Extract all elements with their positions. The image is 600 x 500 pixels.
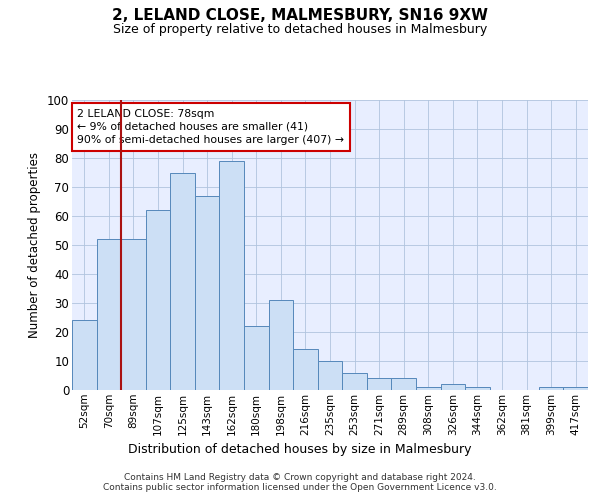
Bar [220, 161, 244, 390]
Bar [269, 300, 293, 390]
Bar [539, 387, 563, 390]
Bar [170, 172, 195, 390]
Text: 2, LELAND CLOSE, MALMESBURY, SN16 9XW: 2, LELAND CLOSE, MALMESBURY, SN16 9XW [112, 8, 488, 22]
Bar [293, 350, 318, 390]
Bar [563, 387, 588, 390]
Bar [440, 384, 465, 390]
Text: Contains HM Land Registry data © Crown copyright and database right 2024.: Contains HM Land Registry data © Crown c… [124, 472, 476, 482]
Bar [465, 387, 490, 390]
Text: Contains public sector information licensed under the Open Government Licence v3: Contains public sector information licen… [103, 482, 497, 492]
Bar [244, 326, 269, 390]
Bar [416, 387, 440, 390]
Text: 2 LELAND CLOSE: 78sqm
← 9% of detached houses are smaller (41)
90% of semi-detac: 2 LELAND CLOSE: 78sqm ← 9% of detached h… [77, 108, 344, 145]
Bar [72, 320, 97, 390]
Text: Distribution of detached houses by size in Malmesbury: Distribution of detached houses by size … [128, 442, 472, 456]
Y-axis label: Number of detached properties: Number of detached properties [28, 152, 41, 338]
Bar [121, 239, 146, 390]
Bar [318, 361, 342, 390]
Text: Size of property relative to detached houses in Malmesbury: Size of property relative to detached ho… [113, 22, 487, 36]
Bar [367, 378, 391, 390]
Bar [146, 210, 170, 390]
Bar [97, 239, 121, 390]
Bar [195, 196, 220, 390]
Bar [342, 372, 367, 390]
Bar [391, 378, 416, 390]
